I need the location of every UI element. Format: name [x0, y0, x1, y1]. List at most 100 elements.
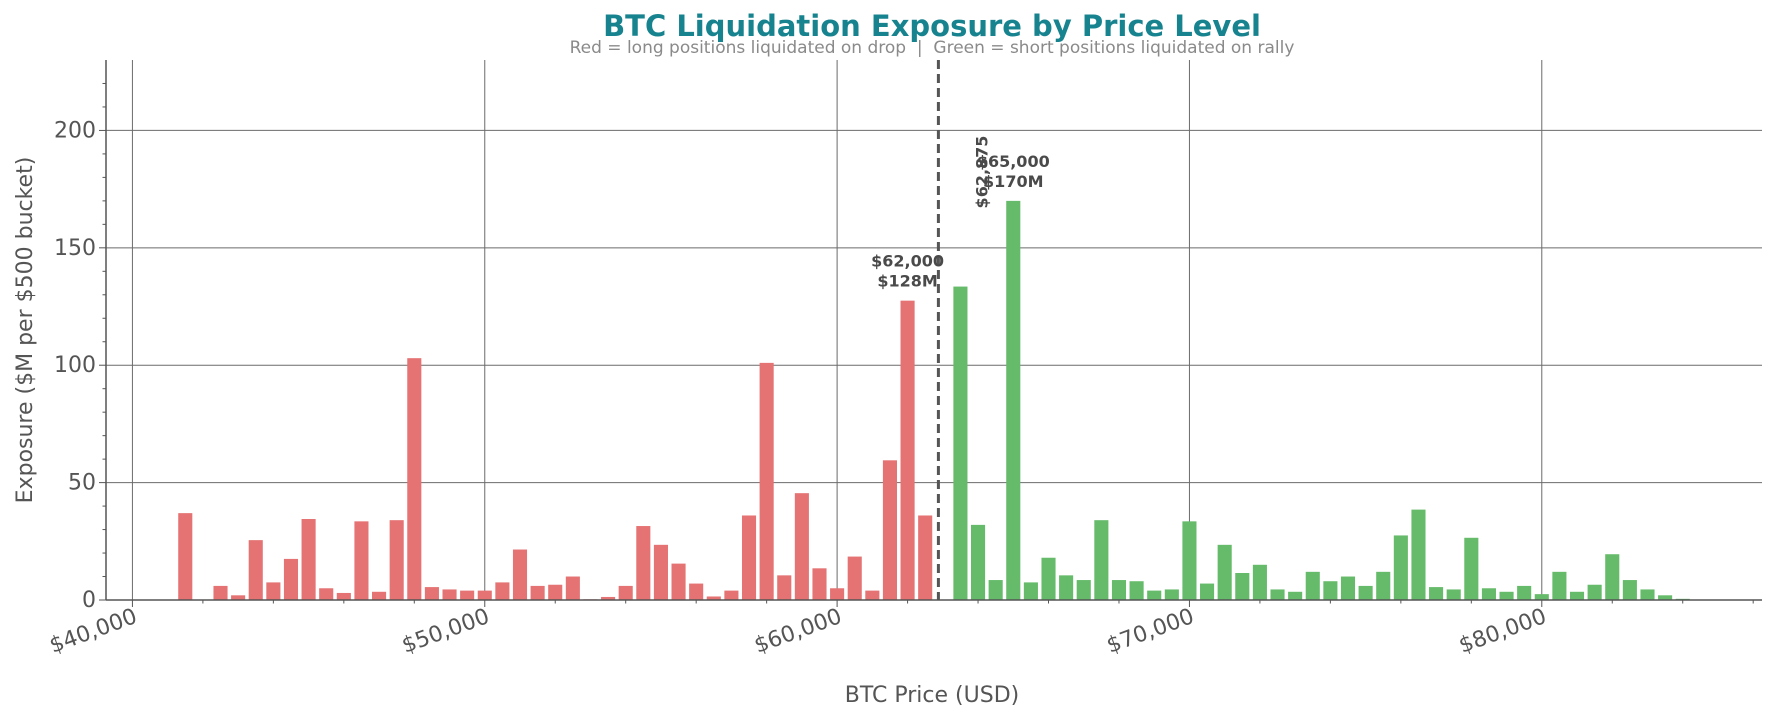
bar-short	[1481, 588, 1496, 600]
bar-long	[213, 585, 228, 600]
bar-short	[1358, 585, 1373, 600]
y-tick-label: 50	[68, 471, 96, 496]
bar-long	[653, 544, 668, 600]
bar-short	[1252, 564, 1267, 600]
y-tick-label: 200	[54, 118, 96, 143]
bar-long	[724, 590, 739, 600]
bar-short	[1534, 594, 1549, 600]
bar-long	[424, 587, 439, 600]
bar-short	[1147, 590, 1162, 600]
bar-short	[1217, 544, 1232, 600]
bar-long	[812, 568, 827, 600]
y-tick-label: 0	[82, 588, 96, 613]
x-tick-label: $50,000	[399, 604, 493, 659]
bar-long	[565, 576, 580, 600]
bar-short	[1235, 573, 1250, 600]
bar-long	[283, 558, 299, 600]
bar-short	[1076, 580, 1091, 600]
bar-long	[460, 590, 475, 600]
bar-long	[671, 563, 686, 600]
bar-long	[548, 584, 563, 600]
bar-long	[706, 596, 721, 600]
bar-short	[1446, 589, 1461, 600]
chart-title: BTC Liquidation Exposure by Price Level	[603, 9, 1261, 43]
bar-long	[918, 515, 933, 600]
bar-short	[1323, 581, 1338, 600]
bar-long	[319, 588, 334, 600]
chart-subtitle: Red = long positions liquidated on drop …	[570, 38, 1295, 58]
x-tick-label: $60,000	[751, 604, 845, 659]
grid-lines	[106, 60, 1762, 600]
bar-short	[1411, 509, 1426, 600]
bar-short	[1041, 557, 1056, 600]
bar-short	[1393, 535, 1408, 600]
bar-short	[1429, 587, 1444, 600]
annotations-group: $62,000$128M $65,000$170M	[871, 152, 1050, 291]
bar-short	[1499, 591, 1514, 600]
annotation-price: $62,000	[871, 252, 944, 271]
bar-short	[1006, 200, 1021, 600]
bar-short	[1658, 595, 1673, 600]
bar-long	[847, 556, 862, 600]
bar-long	[882, 460, 898, 600]
bar-long	[442, 589, 457, 600]
x-tick-label: $70,000	[1103, 604, 1197, 659]
bar-long	[689, 583, 704, 600]
bar-short	[1376, 571, 1391, 600]
bar-short	[1129, 581, 1144, 600]
bar-short	[1182, 521, 1197, 600]
bar-long	[248, 540, 263, 600]
bar-long	[266, 582, 281, 600]
bar-short	[1288, 591, 1303, 600]
bar-short	[1569, 591, 1585, 600]
axes	[99, 60, 1762, 607]
bar-long	[601, 596, 616, 600]
bar-long	[512, 549, 528, 600]
bar-long	[900, 300, 915, 600]
bar-long	[477, 590, 492, 600]
bar-long	[372, 591, 387, 600]
bar-short	[1305, 571, 1320, 600]
annotation-price: $65,000	[977, 152, 1050, 171]
bar-short	[1340, 576, 1356, 600]
bar-short	[1605, 554, 1620, 600]
bar-short	[1164, 589, 1179, 600]
bar-long	[301, 519, 316, 600]
bar-long	[759, 362, 774, 600]
bar-long	[389, 520, 404, 600]
bar-long	[178, 513, 193, 600]
bar-long	[530, 585, 545, 600]
bar-short	[1517, 585, 1532, 600]
bar-long	[830, 588, 845, 600]
bar-long	[741, 515, 757, 600]
bar-short	[1622, 580, 1637, 600]
bar-short	[1023, 582, 1038, 600]
annotation-value: $128M	[877, 272, 937, 291]
bar-short	[953, 286, 968, 600]
bar-short	[1094, 520, 1109, 600]
bar-short	[1059, 575, 1074, 600]
y-tick-label: 100	[54, 353, 96, 378]
current-price-label: $62,875	[972, 136, 991, 209]
y-tick-label: 150	[54, 236, 96, 261]
bar-long	[354, 521, 369, 600]
bar-short	[1270, 589, 1285, 600]
bar-short	[1587, 584, 1602, 600]
bar-short	[970, 524, 986, 600]
current-price-marker: $62,875	[936, 60, 991, 600]
bar-long	[336, 592, 351, 600]
bar-long	[636, 526, 651, 600]
bar-short	[1111, 580, 1127, 600]
bar-long	[794, 493, 809, 600]
bar-long	[618, 585, 633, 600]
bars-group	[178, 200, 1690, 600]
bar-long	[407, 358, 422, 600]
y-axis-label: Exposure ($M per $500 bucket)	[13, 157, 38, 504]
bar-short	[1552, 571, 1567, 600]
annotation-value: $170M	[983, 172, 1043, 191]
bar-long	[777, 575, 792, 600]
bar-short	[1200, 583, 1215, 600]
bar-long	[865, 590, 880, 600]
bar-short	[988, 580, 1003, 600]
